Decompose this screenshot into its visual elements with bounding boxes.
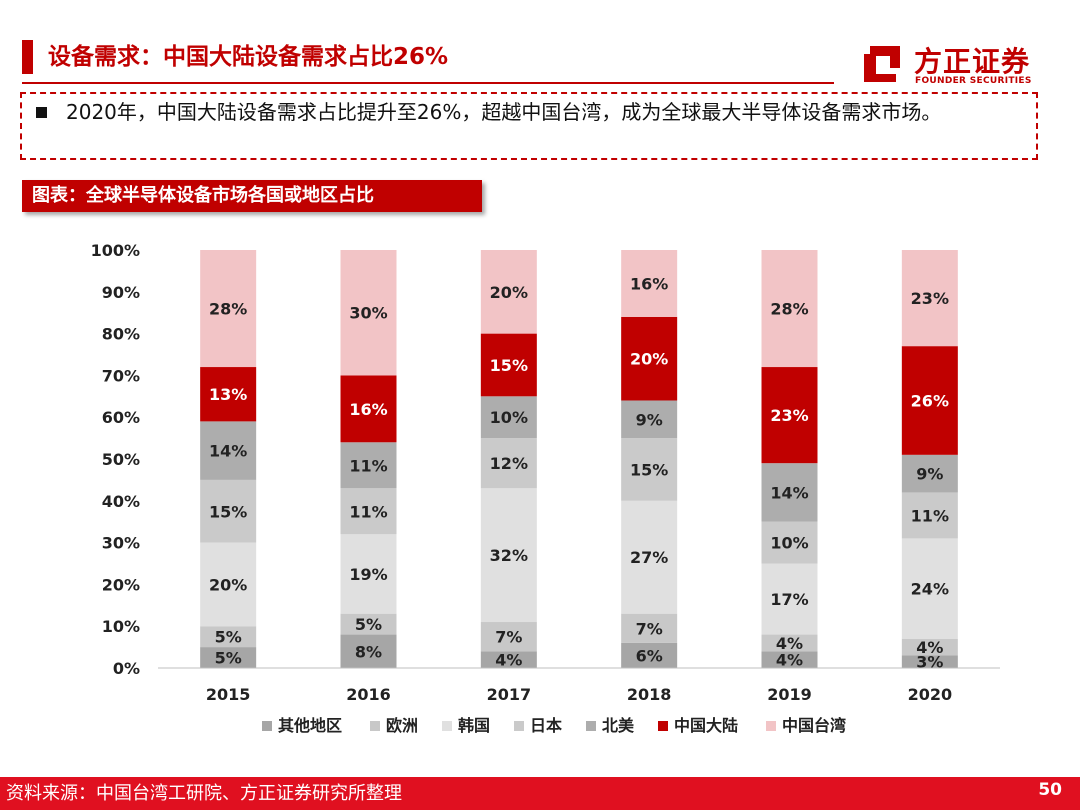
x-tick-label: 2020 xyxy=(908,685,953,704)
legend-swatch xyxy=(370,721,380,731)
data-label: 16% xyxy=(630,274,668,293)
legend-label: 北美 xyxy=(602,716,635,735)
x-tick-label: 2018 xyxy=(627,685,672,704)
y-tick-label: 100% xyxy=(91,241,140,260)
data-label: 10% xyxy=(770,534,808,553)
data-label: 6% xyxy=(636,646,663,665)
data-label: 7% xyxy=(636,619,663,638)
data-label: 26% xyxy=(911,391,949,410)
y-tick-label: 50% xyxy=(102,450,140,469)
y-tick-label: 60% xyxy=(102,408,140,427)
data-label: 28% xyxy=(209,300,247,319)
y-tick-label: 20% xyxy=(102,575,140,594)
x-tick-label: 2019 xyxy=(767,685,812,704)
x-tick-label: 2017 xyxy=(487,685,532,704)
x-tick-label: 2016 xyxy=(346,685,391,704)
source-note: 资料来源：中国台湾工研院、方正证券研究所整理 xyxy=(6,777,402,810)
data-label: 16% xyxy=(349,400,387,419)
data-label: 5% xyxy=(355,615,382,634)
data-label: 15% xyxy=(630,460,668,479)
legend-label: 韩国 xyxy=(458,716,490,735)
legend-swatch xyxy=(586,721,596,731)
data-label: 10% xyxy=(490,408,528,427)
page-number: 50 xyxy=(1038,777,1062,803)
data-label: 4% xyxy=(776,651,803,670)
data-label: 20% xyxy=(490,283,528,302)
data-label: 12% xyxy=(490,454,528,473)
data-label: 11% xyxy=(911,506,949,525)
data-label: 20% xyxy=(209,575,247,594)
data-label: 27% xyxy=(630,548,668,567)
legend-swatch xyxy=(514,721,524,731)
data-label: 5% xyxy=(215,628,242,647)
data-label: 32% xyxy=(490,546,528,565)
y-tick-label: 0% xyxy=(113,659,140,678)
y-tick-label: 10% xyxy=(102,617,140,636)
stacked-bar-chart: 0% 10% 20% 30% 40% 50% 60% 70% 80% 90% 100% 5% 5% 20%… xyxy=(0,0,1080,777)
data-label: 11% xyxy=(349,456,387,475)
data-label: 4% xyxy=(916,638,943,657)
legend-label: 中国大陆 xyxy=(674,716,738,735)
data-label: 28% xyxy=(770,300,808,319)
y-tick-label: 30% xyxy=(102,534,140,553)
legend-swatch xyxy=(766,721,776,731)
legend-label: 中国台湾 xyxy=(782,716,846,735)
data-label: 9% xyxy=(636,410,663,429)
legend-swatch xyxy=(262,721,272,731)
data-label: 17% xyxy=(770,590,808,609)
legend-label: 日本 xyxy=(530,716,562,735)
data-label: 11% xyxy=(349,502,387,521)
data-label: 4% xyxy=(495,651,522,670)
data-label: 30% xyxy=(349,304,387,323)
legend-swatch xyxy=(658,721,668,731)
legend-label: 其他地区 xyxy=(278,716,342,735)
data-label: 4% xyxy=(776,634,803,653)
data-label: 19% xyxy=(349,565,387,584)
data-label: 23% xyxy=(770,406,808,425)
data-label: 15% xyxy=(490,356,528,375)
legend-label: 欧洲 xyxy=(386,716,418,735)
data-label: 14% xyxy=(209,442,247,461)
data-label: 24% xyxy=(911,580,949,599)
data-label: 14% xyxy=(770,483,808,502)
data-label: 20% xyxy=(630,350,668,369)
x-tick-label: 2015 xyxy=(206,685,251,704)
data-label: 5% xyxy=(215,649,242,668)
data-label: 9% xyxy=(916,465,943,484)
footer-bar: 资料来源：中国台湾工研院、方正证券研究所整理 50 xyxy=(0,777,1080,810)
data-label: 23% xyxy=(911,289,949,308)
y-tick-label: 70% xyxy=(102,366,140,385)
y-tick-label: 90% xyxy=(102,283,140,302)
y-tick-label: 40% xyxy=(102,492,140,511)
data-label: 13% xyxy=(209,385,247,404)
legend-swatch xyxy=(442,721,452,731)
data-label: 7% xyxy=(495,628,522,647)
data-label: 8% xyxy=(355,642,382,661)
data-label: 15% xyxy=(209,502,247,521)
y-tick-label: 80% xyxy=(102,325,140,344)
